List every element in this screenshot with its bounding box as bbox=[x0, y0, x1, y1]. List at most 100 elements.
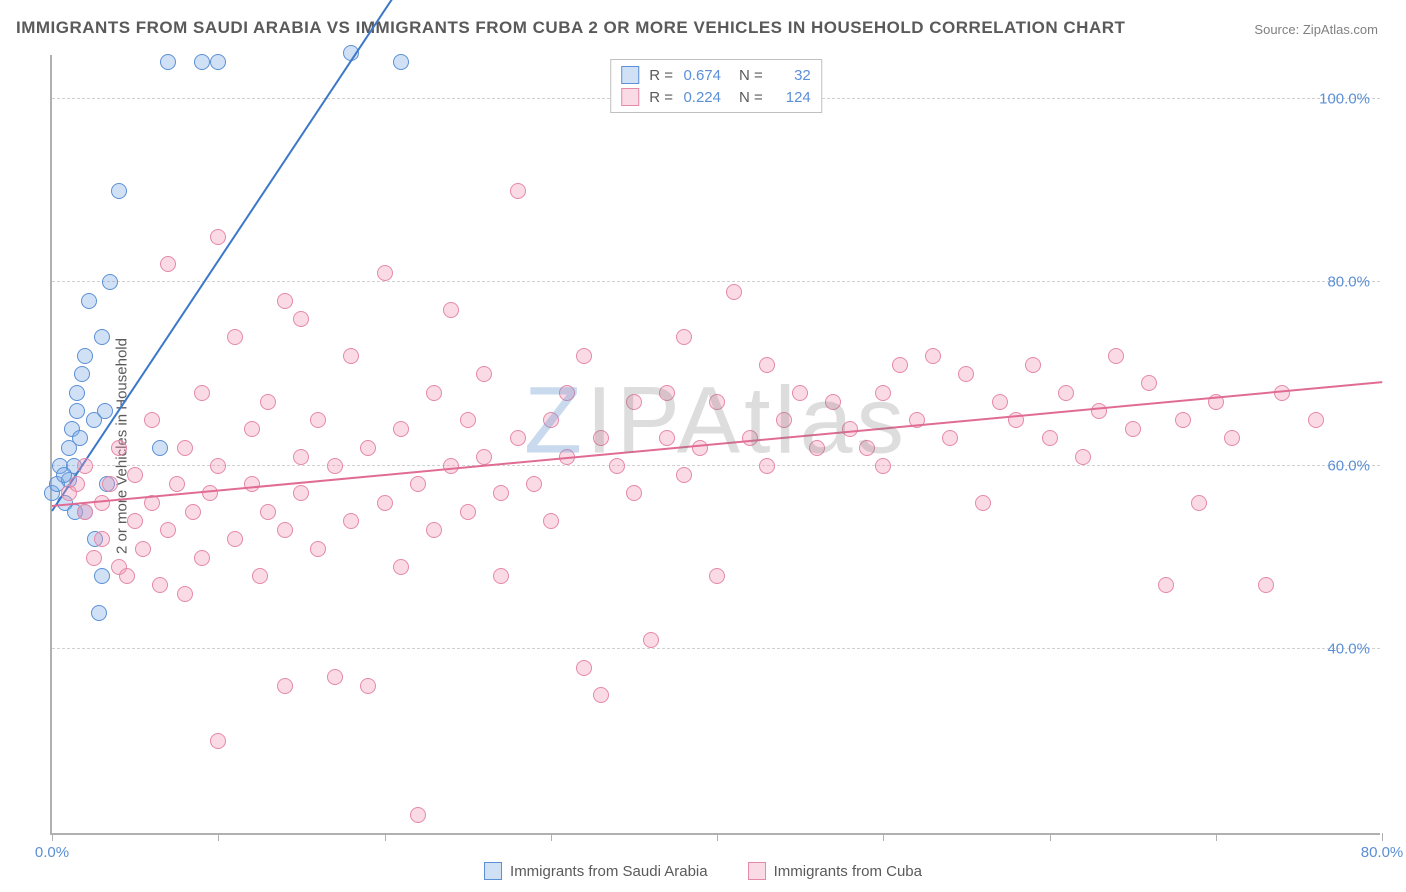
scatter-point bbox=[194, 550, 210, 566]
scatter-point bbox=[443, 458, 459, 474]
scatter-point bbox=[393, 54, 409, 70]
scatter-point bbox=[543, 412, 559, 428]
scatter-point bbox=[81, 293, 97, 309]
legend-series-name: Immigrants from Cuba bbox=[774, 863, 922, 880]
scatter-point bbox=[759, 458, 775, 474]
r-value: 0.674 bbox=[679, 67, 721, 84]
watermark-rest: IPAtlas bbox=[586, 367, 908, 473]
x-tick bbox=[1382, 833, 1383, 841]
scatter-point bbox=[410, 476, 426, 492]
scatter-point bbox=[127, 467, 143, 483]
scatter-point bbox=[210, 54, 226, 70]
gridline-h bbox=[52, 281, 1380, 282]
x-tick bbox=[1050, 833, 1051, 841]
n-label: N = bbox=[739, 89, 763, 106]
scatter-point bbox=[559, 385, 575, 401]
trend-line bbox=[51, 0, 418, 511]
scatter-point bbox=[169, 476, 185, 492]
scatter-point bbox=[1175, 412, 1191, 428]
legend-swatch bbox=[621, 88, 639, 106]
scatter-point bbox=[942, 430, 958, 446]
scatter-point bbox=[135, 541, 151, 557]
scatter-point bbox=[260, 394, 276, 410]
r-label: R = bbox=[649, 67, 673, 84]
scatter-point bbox=[925, 348, 941, 364]
source-value: ZipAtlas.com bbox=[1303, 22, 1378, 37]
scatter-point bbox=[609, 458, 625, 474]
scatter-point bbox=[310, 412, 326, 428]
x-tick bbox=[1216, 833, 1217, 841]
r-label: R = bbox=[649, 89, 673, 106]
scatter-point bbox=[393, 559, 409, 575]
legend-series: Immigrants from Saudi Arabia Immigrants f… bbox=[484, 862, 922, 880]
scatter-point bbox=[825, 394, 841, 410]
scatter-point bbox=[692, 440, 708, 456]
scatter-point bbox=[476, 449, 492, 465]
scatter-point bbox=[327, 458, 343, 474]
scatter-point bbox=[1224, 430, 1240, 446]
scatter-point bbox=[152, 577, 168, 593]
scatter-point bbox=[227, 329, 243, 345]
source-citation: Source: ZipAtlas.com bbox=[1254, 22, 1378, 37]
scatter-point bbox=[343, 513, 359, 529]
scatter-point bbox=[160, 256, 176, 272]
scatter-point bbox=[177, 586, 193, 602]
legend-swatch bbox=[748, 862, 766, 880]
scatter-point bbox=[393, 421, 409, 437]
scatter-point bbox=[992, 394, 1008, 410]
scatter-point bbox=[310, 541, 326, 557]
scatter-point bbox=[202, 485, 218, 501]
scatter-point bbox=[426, 522, 442, 538]
scatter-point bbox=[709, 568, 725, 584]
scatter-point bbox=[1308, 412, 1324, 428]
scatter-point bbox=[460, 504, 476, 520]
scatter-point bbox=[892, 357, 908, 373]
scatter-point bbox=[643, 632, 659, 648]
scatter-point bbox=[958, 366, 974, 382]
scatter-point bbox=[94, 531, 110, 547]
gridline-h bbox=[52, 465, 1380, 466]
scatter-point bbox=[776, 412, 792, 428]
legend-stat-row: R =0.224N =124 bbox=[621, 86, 811, 108]
scatter-point bbox=[77, 458, 93, 474]
scatter-point bbox=[227, 531, 243, 547]
scatter-point bbox=[72, 430, 88, 446]
legend-item: Immigrants from Cuba bbox=[748, 862, 922, 880]
scatter-point bbox=[293, 311, 309, 327]
scatter-point bbox=[875, 458, 891, 474]
scatter-point bbox=[160, 54, 176, 70]
scatter-point bbox=[1258, 577, 1274, 593]
scatter-point bbox=[759, 357, 775, 373]
scatter-point bbox=[659, 385, 675, 401]
scatter-point bbox=[526, 476, 542, 492]
scatter-point bbox=[875, 385, 891, 401]
legend-series-name: Immigrants from Saudi Arabia bbox=[510, 863, 708, 880]
scatter-point bbox=[194, 54, 210, 70]
scatter-point bbox=[77, 504, 93, 520]
scatter-point bbox=[360, 678, 376, 694]
scatter-point bbox=[360, 440, 376, 456]
scatter-point bbox=[476, 366, 492, 382]
scatter-point bbox=[343, 348, 359, 364]
scatter-point bbox=[510, 183, 526, 199]
x-tick bbox=[385, 833, 386, 841]
x-tick bbox=[717, 833, 718, 841]
scatter-point bbox=[97, 403, 113, 419]
legend-swatch bbox=[484, 862, 502, 880]
scatter-point bbox=[260, 504, 276, 520]
scatter-point bbox=[1075, 449, 1091, 465]
y-tick-label: 60.0% bbox=[1327, 457, 1370, 474]
scatter-point bbox=[74, 366, 90, 382]
source-label: Source: bbox=[1254, 22, 1299, 37]
x-tick bbox=[883, 833, 884, 841]
scatter-point bbox=[1191, 495, 1207, 511]
scatter-point bbox=[86, 550, 102, 566]
scatter-point bbox=[119, 568, 135, 584]
scatter-point bbox=[77, 348, 93, 364]
scatter-point bbox=[676, 329, 692, 345]
scatter-point bbox=[293, 485, 309, 501]
scatter-point bbox=[593, 687, 609, 703]
scatter-point bbox=[1025, 357, 1041, 373]
x-tick-label: 80.0% bbox=[1361, 844, 1404, 861]
y-tick-label: 80.0% bbox=[1327, 274, 1370, 291]
